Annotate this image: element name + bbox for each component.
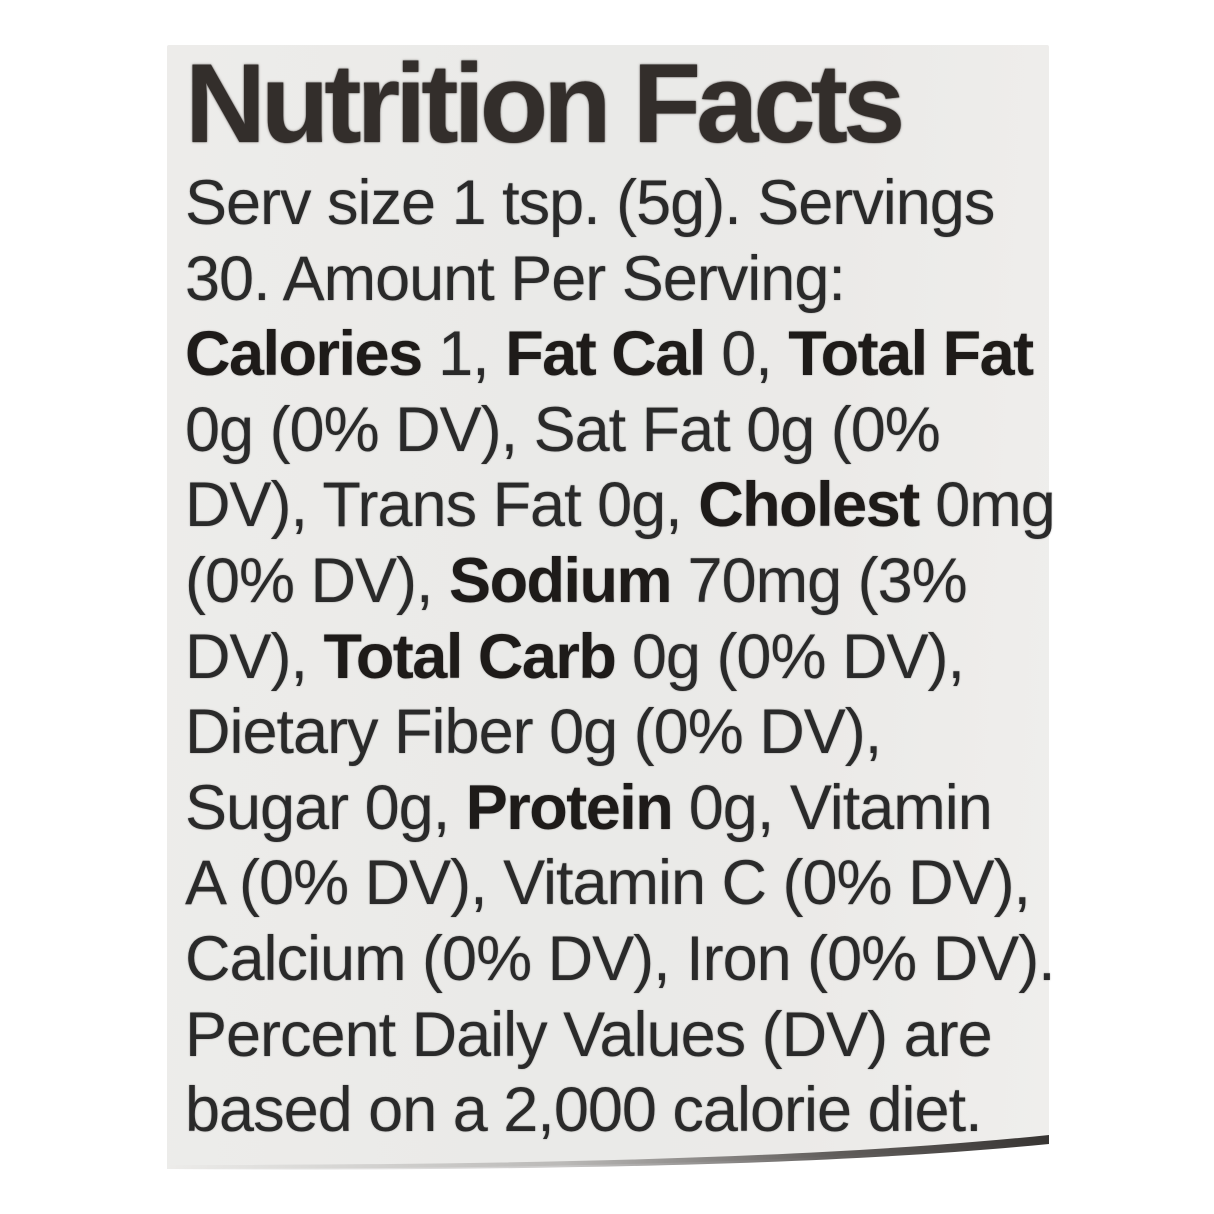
nutrition-text-block: Serv size 1 tsp. (5g). Servings 30. Amou… bbox=[185, 166, 1056, 1149]
label-line-serving-size: Serv size 1 tsp. (5g). Servings bbox=[185, 166, 1055, 242]
text-segment: 0mg bbox=[918, 470, 1056, 541]
text-segment: DV), Trans Fat 0g, bbox=[185, 470, 699, 541]
text-segment: Percent Daily Values (DV) are bbox=[185, 999, 993, 1070]
text-segment: Calories bbox=[185, 319, 423, 390]
text-segment: (0% DV), bbox=[185, 545, 450, 616]
label-line-total-carb: DV), Total Carb 0g (0% DV), bbox=[185, 620, 1055, 696]
text-segment: Fat Cal bbox=[505, 319, 706, 390]
label-line-dietary-fiber: Dietary Fiber 0g (0% DV), bbox=[185, 695, 1055, 771]
text-segment: based on a 2,000 calorie diet. bbox=[185, 1075, 983, 1146]
text-segment: Calcium (0% DV), Iron (0% DV). bbox=[185, 923, 1056, 994]
label-line-dv-note-2: based on a 2,000 calorie diet. bbox=[185, 1073, 1055, 1149]
label-line-calcium-iron: Calcium (0% DV), Iron (0% DV). bbox=[185, 922, 1056, 998]
product-label-photo: Nutrition Facts Serv size 1 tsp. (5g). S… bbox=[167, 41, 1056, 1175]
text-segment: DV), bbox=[185, 621, 324, 692]
text-segment: Cholest bbox=[698, 470, 920, 541]
label-line-protein: Sugar 0g, Protein 0g, Vitamin bbox=[185, 771, 1055, 847]
label-line-dv-note-1: Percent Daily Values (DV) are bbox=[185, 998, 1055, 1074]
label-line-sodium: (0% DV), Sodium 70mg (3% bbox=[185, 544, 1055, 620]
text-segment: 0g (0% DV), Sat Fat 0g (0% bbox=[185, 394, 941, 465]
text-segment: Sugar 0g, bbox=[185, 772, 466, 843]
bottle-edge-shadow bbox=[167, 1135, 1049, 1175]
text-segment: Sodium bbox=[449, 545, 673, 616]
text-segment: Serv size 1 tsp. (5g). Servings bbox=[185, 168, 995, 238]
text-segment: 70mg (3% bbox=[671, 545, 968, 616]
text-segment: Dietary Fiber 0g (0% DV), bbox=[185, 697, 882, 768]
nutrition-facts-title: Nutrition Facts bbox=[185, 41, 905, 166]
text-segment: 1, bbox=[421, 319, 506, 390]
text-segment: 30. Amount Per Serving: bbox=[185, 243, 846, 314]
text-segment: 0g, Vitamin bbox=[672, 772, 993, 843]
text-segment: 0, bbox=[704, 319, 789, 390]
text-segment: A (0% DV), Vitamin C (0% DV), bbox=[185, 848, 1031, 919]
text-segment: 0g (0% DV), bbox=[615, 621, 965, 692]
label-line-vitamins: A (0% DV), Vitamin C (0% DV), bbox=[185, 846, 1055, 922]
text-segment: Total Carb bbox=[323, 621, 617, 692]
label-line-calories: Calories 1, Fat Cal 0, Total Fat bbox=[185, 317, 1055, 393]
label-line-cholest: DV), Trans Fat 0g, Cholest 0mg bbox=[185, 468, 1056, 544]
label-line-servings: 30. Amount Per Serving: bbox=[185, 242, 1055, 318]
text-segment: Protein bbox=[465, 772, 674, 843]
label-line-sat-fat: 0g (0% DV), Sat Fat 0g (0% bbox=[185, 393, 1055, 469]
text-segment: Total Fat bbox=[788, 319, 1034, 390]
